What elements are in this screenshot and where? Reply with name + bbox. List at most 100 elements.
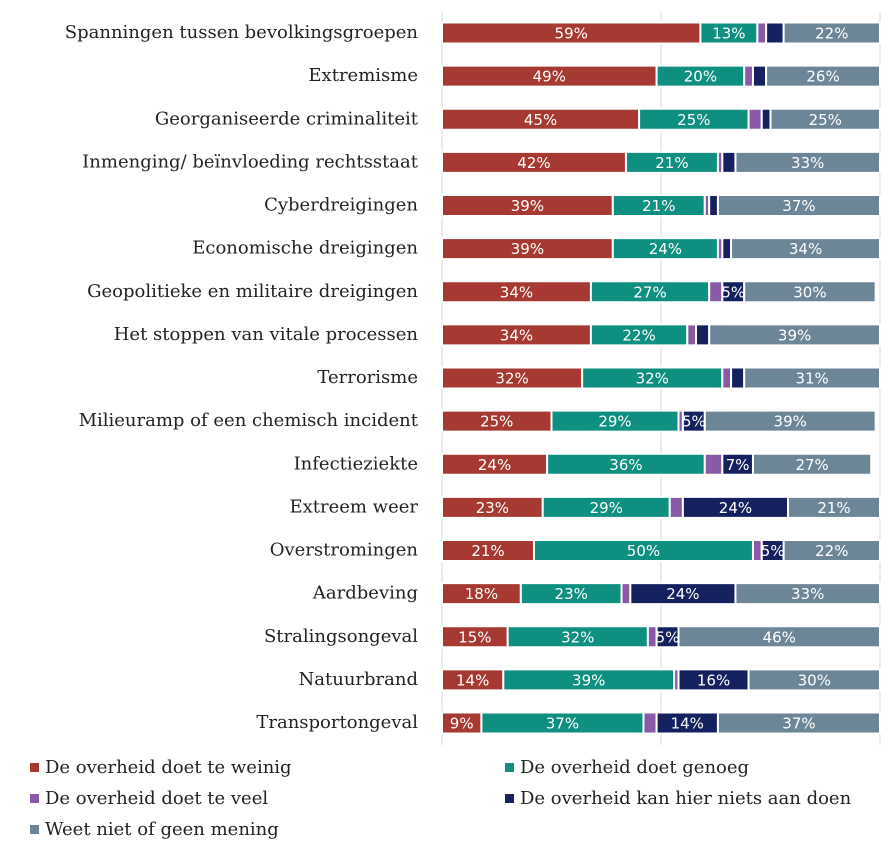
bar-segment	[747, 668, 881, 692]
value-label: 18%	[465, 585, 498, 603]
value-label: 5%	[682, 413, 706, 431]
value-label: 49%	[533, 68, 566, 86]
value-label: 24%	[478, 456, 511, 474]
bar-segment	[703, 452, 724, 476]
value-label: 34%	[789, 240, 822, 258]
category-label: Extreem weer	[289, 496, 418, 517]
value-label: 24%	[649, 240, 682, 258]
value-label: 37%	[782, 715, 815, 733]
value-label: 5%	[761, 542, 785, 560]
value-label: 24%	[719, 499, 752, 517]
legend-swatch	[30, 794, 39, 803]
value-label: 21%	[817, 499, 850, 517]
value-label: 30%	[798, 671, 831, 689]
value-label: 39%	[572, 671, 605, 689]
legend-swatch	[30, 825, 39, 834]
bar-segment	[721, 150, 737, 174]
legend-swatch	[505, 794, 514, 803]
legend-label: De overheid doet te weinig	[45, 757, 292, 778]
bar-segment	[686, 323, 698, 347]
category-label: Georganiseerde criminaliteit	[155, 108, 419, 129]
bar-segment	[765, 64, 881, 88]
bar-segment	[730, 237, 882, 261]
category-label: Aardbeving	[312, 583, 418, 604]
bar-segment	[734, 150, 882, 174]
bar-segment	[747, 107, 763, 131]
bar-segment	[787, 495, 882, 519]
value-label: 5%	[721, 283, 745, 301]
bar-segment	[677, 625, 882, 649]
value-label: 23%	[555, 585, 588, 603]
bar-segment	[708, 194, 719, 217]
bar-segment	[765, 21, 785, 45]
bar-segment	[708, 323, 881, 347]
value-label: 27%	[633, 283, 666, 301]
bar-segment	[734, 582, 882, 606]
bar-segment	[716, 711, 881, 735]
value-label: 32%	[561, 628, 594, 646]
legend-label: De overheid kan hier niets aan doen	[520, 788, 852, 809]
bar-segment	[668, 495, 684, 519]
value-label: 14%	[671, 715, 704, 733]
bar-segment	[642, 711, 658, 735]
bar-segment	[782, 21, 882, 45]
value-label: 14%	[456, 671, 489, 689]
value-label: 21%	[655, 154, 688, 172]
value-label: 34%	[500, 326, 533, 344]
value-label: 50%	[627, 542, 660, 560]
value-label: 25%	[677, 111, 710, 129]
category-label: Overstromingen	[270, 540, 419, 561]
bar-segment	[751, 64, 768, 88]
bar-segment	[751, 452, 873, 476]
value-label: 20%	[684, 68, 717, 86]
bar-segment	[760, 107, 772, 131]
value-label: 26%	[806, 68, 839, 86]
category-label: Stralingsongeval	[264, 626, 418, 647]
value-label: 22%	[815, 25, 848, 43]
bar-segment	[782, 539, 882, 562]
category-label: Economische dreigingen	[192, 238, 418, 259]
category-label: Terrorisme	[317, 367, 418, 388]
category-label: Extremisme	[308, 65, 418, 86]
category-label: Het stoppen van vitale processen	[114, 324, 419, 345]
value-label: 22%	[622, 326, 655, 344]
value-label: 37%	[782, 197, 815, 215]
bar-segment	[695, 323, 711, 347]
value-label: 7%	[726, 456, 750, 474]
value-label: 30%	[793, 283, 826, 301]
value-label: 39%	[778, 326, 811, 344]
value-label: 5%	[656, 628, 680, 646]
bar-segment	[716, 194, 881, 217]
value-label: 21%	[471, 542, 504, 560]
bar-segment	[703, 409, 877, 433]
value-label: 42%	[517, 154, 550, 172]
category-label: Infectieziekte	[294, 453, 418, 474]
bar-segment	[730, 366, 746, 390]
value-label: 24%	[666, 585, 699, 603]
legend-label: De overheid doet te veel	[45, 788, 268, 809]
value-label: 29%	[590, 499, 623, 517]
value-label: 13%	[712, 25, 745, 43]
value-label: 16%	[697, 671, 730, 689]
bar-segment	[743, 64, 754, 88]
value-label: 25%	[480, 413, 513, 431]
value-label: 23%	[476, 499, 509, 517]
category-label: Cyberdreigingen	[264, 195, 418, 216]
value-label: 59%	[555, 25, 588, 43]
value-label: 15%	[458, 628, 491, 646]
category-label: Spanningen tussen bevolkingsgroepen	[65, 22, 419, 43]
value-label: 39%	[511, 240, 544, 258]
value-label: 37%	[546, 715, 579, 733]
value-label: 25%	[809, 111, 842, 129]
legend-swatch	[505, 763, 514, 772]
bar-segment	[756, 21, 768, 45]
value-label: 33%	[791, 585, 824, 603]
value-label: 21%	[642, 197, 675, 215]
value-label: 29%	[598, 413, 631, 431]
legend-label: Weet niet of geen mening	[45, 819, 279, 840]
category-label: Milieuramp of een chemisch incident	[79, 410, 419, 431]
value-label: 45%	[524, 111, 557, 129]
value-label: 27%	[795, 456, 828, 474]
category-label: Transportongeval	[256, 712, 418, 733]
